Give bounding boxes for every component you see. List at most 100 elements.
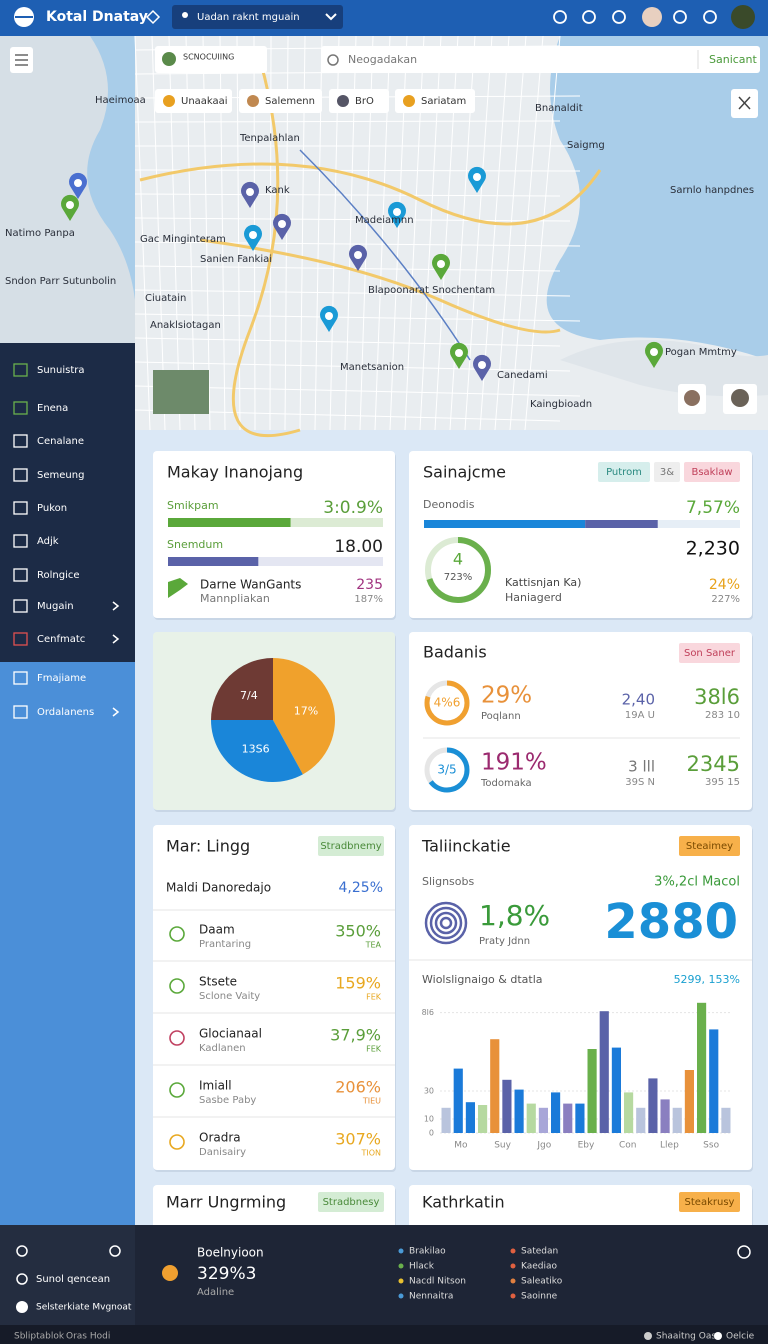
road: [524, 35, 561, 431]
progress-bar: [168, 518, 291, 527]
chip[interactable]: [654, 462, 680, 482]
chip-label: BrO: [355, 96, 374, 107]
legend-dot: [398, 1293, 404, 1299]
footer-link[interactable]: Sunol qencean: [36, 1274, 110, 1285]
legend-label: Kaediao: [521, 1262, 558, 1272]
chip-label: Unaakaai: [181, 96, 228, 107]
metric-sub: Praty Jdnn: [479, 936, 530, 947]
nav-item[interactable]: Fmajiame: [37, 673, 86, 684]
item-sub: Prantaring: [199, 939, 251, 950]
fingerprint-icon: [434, 911, 458, 935]
nav-icon: [145, 9, 161, 25]
nav-item[interactable]: Pukon: [37, 503, 67, 514]
card: [153, 825, 395, 1170]
nav-item[interactable]: Ordalanens: [37, 707, 94, 718]
map-label: Haeimoaa: [95, 95, 146, 106]
map-chip[interactable]: [329, 89, 389, 113]
search-button[interactable]: Sanicant: [709, 53, 758, 66]
nav-item[interactable]: Semeung: [37, 470, 84, 481]
chip[interactable]: [318, 836, 384, 856]
bar: [514, 1089, 524, 1133]
pin-dot: [478, 361, 486, 369]
item-sub: Sasbe Paby: [199, 1095, 256, 1106]
bar: [563, 1103, 573, 1133]
legend-dot: [398, 1278, 404, 1284]
nav-item[interactable]: Adjk: [37, 536, 59, 547]
pin-dot: [473, 173, 481, 181]
nav-item[interactable]: Enena: [37, 403, 68, 414]
legend-label: Saleatiko: [521, 1277, 563, 1287]
chip-label: Salemenn: [265, 96, 315, 107]
item-sub: Kadlanen: [199, 1043, 246, 1054]
nav-item[interactable]: Cenfmatc: [37, 634, 85, 645]
map-chip[interactable]: [155, 89, 232, 113]
legend-label: Nennaitra: [409, 1292, 453, 1302]
nav-icon: [13, 671, 28, 685]
item-tag: TEA: [365, 941, 382, 950]
road: [134, 193, 561, 197]
search-bar[interactable]: [321, 46, 760, 73]
chip[interactable]: [679, 1192, 740, 1212]
avatar: [731, 5, 755, 29]
y-tick-label: 0: [429, 1129, 434, 1138]
workspace-selector[interactable]: [172, 5, 343, 29]
chip[interactable]: [598, 462, 650, 482]
item-value: 235: [356, 577, 383, 593]
selector-label: Uadan raknt mguain: [197, 12, 300, 23]
nav-item[interactable]: Rolngice: [37, 570, 80, 581]
map-chip[interactable]: [239, 89, 322, 113]
chip-label: Steaimey: [686, 841, 733, 852]
item-value: 37,9%: [330, 1026, 381, 1045]
filter-box[interactable]: [155, 46, 267, 73]
pin-dot: [249, 231, 257, 239]
map-label: Madeiamnn: [355, 215, 414, 226]
row-label: Smikpam: [167, 499, 219, 512]
chip[interactable]: [684, 462, 740, 482]
gauge-value: 29%: [481, 683, 532, 709]
road: [134, 169, 581, 172]
nav-item[interactable]: Sunuistra: [37, 365, 85, 376]
card: [409, 632, 752, 810]
map-label: Ciuatain: [145, 293, 186, 304]
status-text: Shaaitng Oasr: [656, 1332, 720, 1342]
map-chip[interactable]: [395, 89, 475, 113]
right-value: 38l6: [694, 685, 740, 709]
item-name: Kattisnjan Ka): [505, 576, 581, 589]
bar: [721, 1107, 731, 1133]
gauge-progress: [424, 747, 470, 793]
nav-icon: [13, 705, 28, 719]
chip[interactable]: [318, 1192, 384, 1212]
chip[interactable]: [679, 643, 740, 663]
footer-link[interactable]: Selsterkiate Mvgnoat: [36, 1303, 132, 1313]
search-icon: [109, 1245, 121, 1257]
road: [199, 238, 561, 334]
toolbar-icon: [673, 10, 687, 24]
donut-label: 4: [453, 550, 463, 569]
pie-label: 17%: [294, 705, 318, 718]
chevron: [325, 13, 337, 21]
legend-dot: [510, 1293, 516, 1299]
legend-label: Nacdl Nitson: [409, 1277, 466, 1287]
mid-value: 3 lll: [628, 758, 655, 776]
pin-dot: [437, 260, 445, 268]
nav-item[interactable]: Cenalane: [37, 436, 84, 447]
road: [464, 35, 493, 431]
pin-dot: [393, 208, 401, 216]
road: [134, 289, 571, 297]
card-title: Kathrkatin: [422, 1193, 505, 1212]
right-value: 2345: [687, 752, 740, 776]
status-text: Oras Hodi: [66, 1332, 110, 1342]
map-label: Canedami: [497, 370, 548, 381]
nav-item[interactable]: Mugain: [37, 601, 74, 612]
toolbar-icon: [553, 10, 567, 24]
chip[interactable]: [679, 836, 740, 856]
bar: [709, 1029, 719, 1133]
icon: [247, 95, 259, 107]
power-icon: [737, 1245, 751, 1259]
sun-icon: [162, 1265, 178, 1281]
nav-icon: [13, 468, 28, 482]
nav-icon: [13, 501, 28, 515]
legend-dot: [398, 1248, 404, 1254]
chip-label: Steakrusy: [685, 1197, 735, 1208]
pin-dot: [325, 312, 333, 320]
